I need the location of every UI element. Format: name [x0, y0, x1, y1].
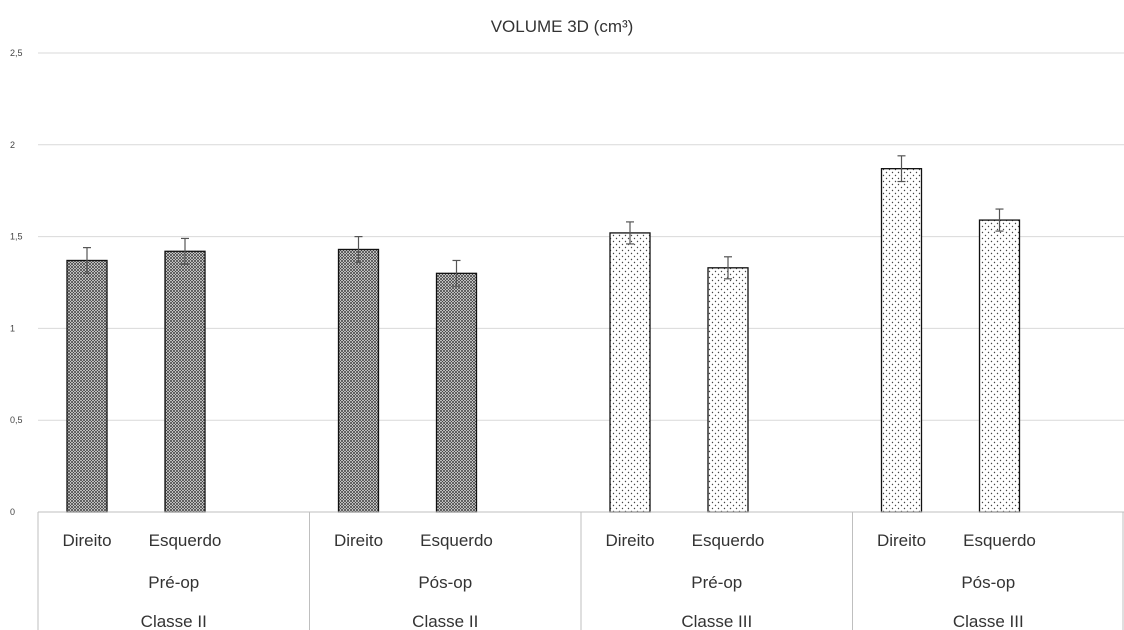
- bar: [707, 267, 749, 513]
- x-tick-label-side: Direito: [62, 531, 111, 550]
- bar: [978, 219, 1021, 513]
- x-group-label-class: Classe II: [412, 612, 478, 630]
- x-group-label-class: Classe III: [953, 612, 1024, 630]
- y-tick-label: 1: [10, 323, 15, 333]
- x-tick-label-side: Esquerdo: [420, 531, 493, 550]
- y-tick-label: 0: [10, 507, 15, 517]
- bar: [164, 250, 206, 513]
- bar: [435, 272, 478, 513]
- bar: [609, 232, 651, 513]
- y-axis: 0 0,5 1 1,5 2 2,5: [10, 48, 23, 517]
- x-group-label-period: Pré-op: [148, 573, 199, 592]
- x-group-label-period: Pós-op: [418, 573, 472, 592]
- bar: [66, 259, 108, 513]
- x-group-label-class: Classe III: [681, 612, 752, 630]
- x-tick-label-side: Direito: [605, 531, 654, 550]
- y-tick-label: 2,5: [10, 48, 23, 58]
- x-group-label-period: Pré-op: [691, 573, 742, 592]
- y-tick-label: 0,5: [10, 415, 23, 425]
- y-tick-label: 1,5: [10, 232, 23, 242]
- error-bars: [83, 155, 1004, 287]
- bar: [880, 168, 923, 513]
- bar: [337, 248, 380, 513]
- x-axis: Direito Esquerdo Direito Esquerdo Direito Esq…: [37, 511, 1124, 630]
- x-group-label-class: Classe II: [141, 612, 207, 630]
- x-tick-label-side: Esquerdo: [149, 531, 222, 550]
- x-tick-label-side: Esquerdo: [963, 531, 1036, 550]
- x-group-label-period: Pós-op: [961, 573, 1015, 592]
- gridlines: [38, 52, 1124, 421]
- chart-title: VOLUME 3D (cm³): [491, 17, 634, 36]
- x-tick-label-side: Direito: [877, 531, 926, 550]
- bars: [66, 168, 1021, 513]
- y-tick-label: 2: [10, 140, 15, 150]
- x-tick-label-side: Direito: [334, 531, 383, 550]
- x-tick-label-side: Esquerdo: [692, 531, 765, 550]
